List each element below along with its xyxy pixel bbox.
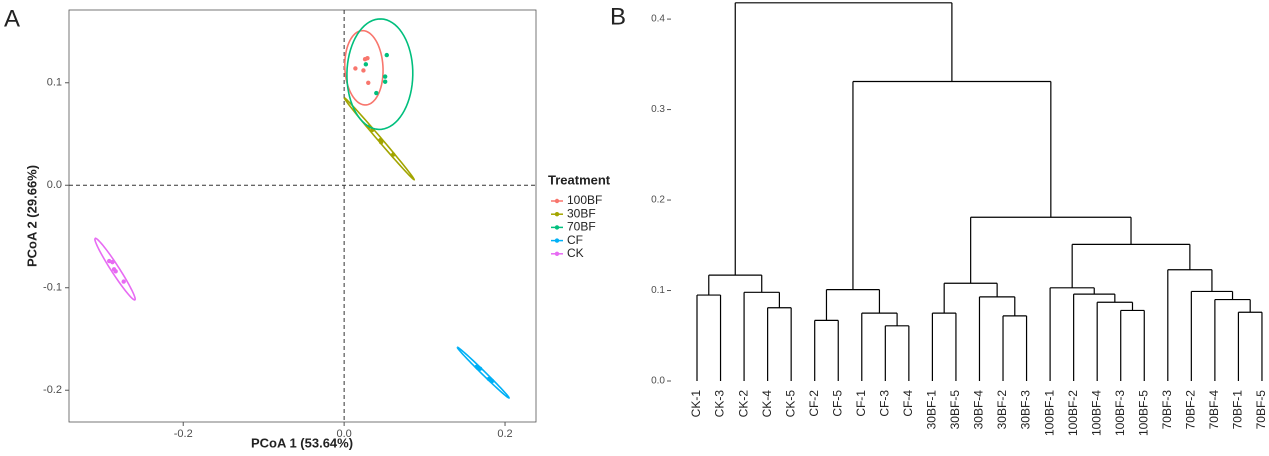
legend-key bbox=[554, 198, 560, 204]
legend-key bbox=[554, 212, 560, 217]
y-axis-title: PCoA 2 (29.66%) bbox=[24, 165, 39, 267]
point bbox=[486, 376, 492, 382]
x-axis-title: PCoA 1 (53.64%) bbox=[251, 435, 353, 450]
leaf-label: CK-1 bbox=[689, 390, 703, 418]
point bbox=[382, 79, 388, 84]
leaf-label: 100BF-1 bbox=[1042, 390, 1056, 436]
point bbox=[113, 269, 118, 274]
leaf-label: 100BF-2 bbox=[1066, 390, 1080, 436]
y-tick-label: -0.1 bbox=[43, 282, 62, 294]
panel-label: B bbox=[610, 3, 626, 30]
leaf-label: CK-5 bbox=[783, 390, 797, 418]
leaf-label: 70BF-1 bbox=[1231, 390, 1245, 430]
legend-key bbox=[554, 238, 560, 243]
leaf-label: 70BF-5 bbox=[1254, 390, 1268, 430]
y-tick-label: 0.0 bbox=[47, 179, 62, 191]
legend-title: Treatment bbox=[548, 172, 611, 187]
leaf-label: CF-4 bbox=[901, 390, 915, 417]
legend-label: CK bbox=[567, 246, 584, 260]
y-tick-label: 0.2 bbox=[651, 195, 665, 206]
point bbox=[361, 68, 366, 73]
y-tick-label: 0.4 bbox=[651, 14, 665, 25]
point bbox=[378, 140, 384, 145]
legend-label: 30BF bbox=[567, 206, 596, 220]
point bbox=[489, 378, 495, 384]
point bbox=[374, 90, 379, 96]
x-tick-label: 0.2 bbox=[497, 428, 512, 440]
leaf-label: CF-5 bbox=[830, 390, 844, 417]
leaf-label: 70BF-3 bbox=[1160, 390, 1174, 430]
legend-label: 100BF bbox=[567, 193, 602, 207]
point bbox=[384, 52, 389, 58]
leaf-label: CF-1 bbox=[854, 390, 868, 417]
leaf-label: CF-3 bbox=[877, 390, 891, 417]
point bbox=[475, 365, 480, 370]
ellipse bbox=[346, 18, 414, 131]
point bbox=[110, 259, 115, 265]
y-tick-label: 0.1 bbox=[47, 77, 62, 89]
legend-label: 70BF bbox=[567, 220, 596, 234]
legend-key bbox=[554, 225, 560, 230]
leaf-label: 30BF-3 bbox=[1019, 390, 1033, 430]
leaf-label: CK-3 bbox=[713, 390, 727, 418]
ellipse bbox=[456, 346, 510, 399]
leaf-label: CF-2 bbox=[807, 390, 821, 417]
leaf-label: CK-4 bbox=[760, 390, 774, 418]
point bbox=[391, 152, 396, 157]
y-tick-label: -0.2 bbox=[43, 384, 62, 396]
x-tick-label: 0.0 bbox=[336, 428, 351, 440]
ellipse bbox=[343, 29, 384, 106]
leaf-label: 100BF-4 bbox=[1089, 390, 1103, 436]
leaf-label: CK-2 bbox=[736, 390, 750, 418]
y-tick-label: 0.3 bbox=[651, 104, 665, 115]
leaf-label: 30BF-1 bbox=[925, 390, 939, 430]
leaf-label: 100BF-5 bbox=[1136, 390, 1150, 436]
point bbox=[121, 279, 126, 284]
legend-label: CF bbox=[567, 233, 583, 247]
leaf-label: 100BF-3 bbox=[1113, 390, 1127, 436]
leaf-label: 30BF-5 bbox=[948, 390, 962, 430]
y-tick-label: 0.0 bbox=[651, 376, 665, 387]
x-tick-label: -0.2 bbox=[174, 428, 193, 440]
y-tick-label: 0.1 bbox=[651, 285, 665, 296]
point bbox=[353, 66, 358, 71]
point bbox=[382, 74, 388, 79]
legend-key bbox=[554, 251, 560, 256]
plot-frame bbox=[68, 9, 537, 423]
leaf-label: 30BF-2 bbox=[995, 390, 1009, 430]
leaf-label: 70BF-2 bbox=[1184, 390, 1198, 430]
panel-label: A bbox=[4, 5, 20, 32]
leaf-label: 70BF-4 bbox=[1207, 390, 1221, 430]
point bbox=[363, 62, 369, 67]
point bbox=[366, 80, 371, 85]
point bbox=[365, 55, 370, 61]
ellipse bbox=[94, 237, 136, 301]
leaf-label: 30BF-4 bbox=[972, 390, 986, 430]
